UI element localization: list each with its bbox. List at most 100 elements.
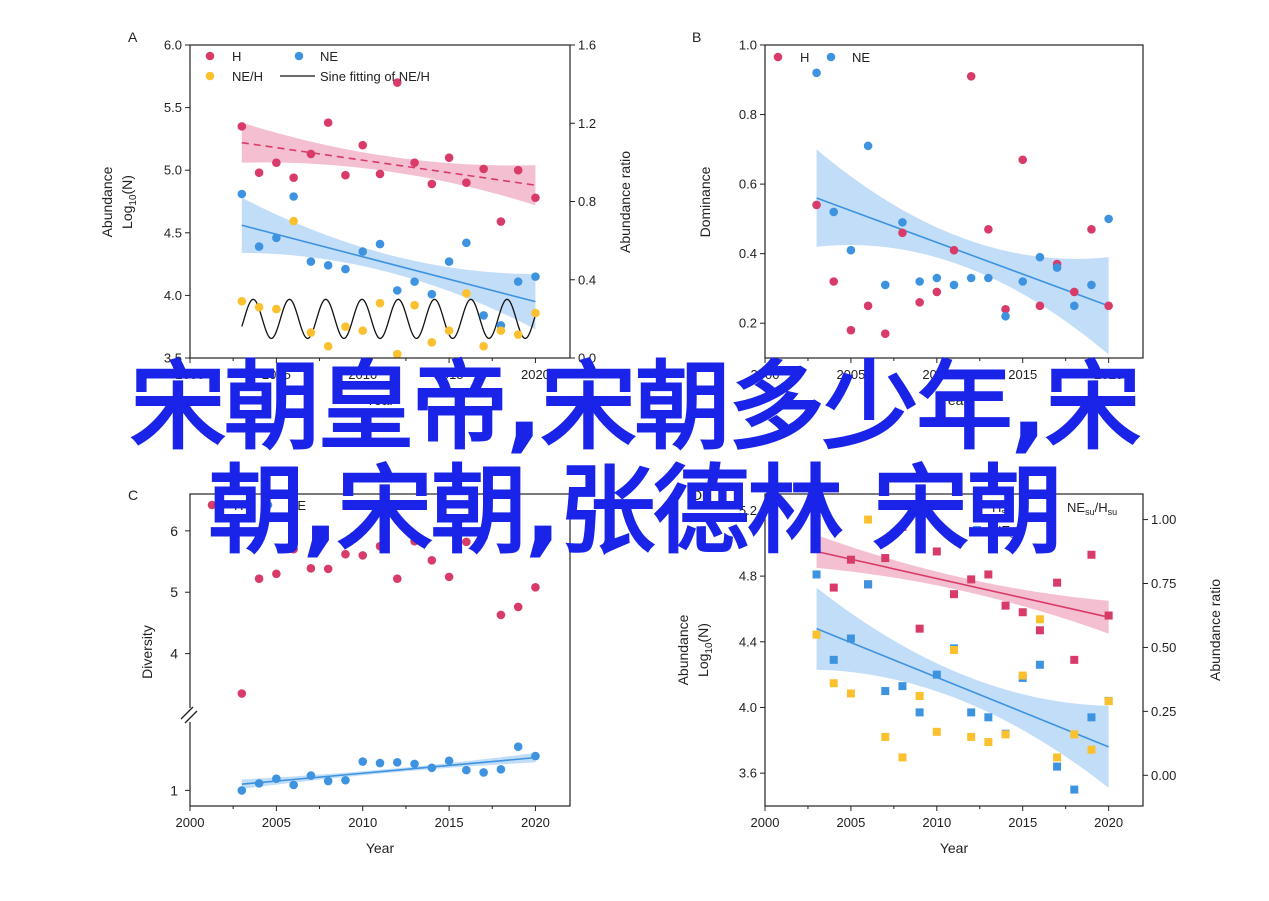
panel-b-point-h: [829, 277, 839, 286]
panel-a-point-ratio: [462, 289, 471, 298]
panel-a-point-h: [531, 193, 540, 203]
panel-a-xtick-label: 2015: [435, 367, 464, 382]
panel-a-point-ne: [272, 233, 281, 243]
panel-c-point-ne: [237, 786, 247, 795]
panel-c-point-h: [479, 532, 488, 542]
panel-d-point-hsu: [881, 554, 890, 563]
panel-d-xtick-label: 2005: [836, 815, 865, 830]
panel-a-point-ratio: [410, 300, 419, 310]
panel-a-point-ne: [375, 239, 385, 249]
panel-d-point-hsu: [846, 555, 855, 564]
panel-a-point-ratio: [341, 322, 350, 332]
panel-d-point-nesu: [932, 670, 941, 679]
panel-d-point-hsu: [829, 583, 838, 592]
panel-d-y2tick-label: 1.00: [1151, 512, 1176, 527]
panel-d-legend-nesu: NEsu: [992, 523, 1020, 540]
panel-a-point-ne: [323, 261, 333, 270]
panel-a-y2tick-label: 1.2: [578, 116, 596, 131]
panel-b-point-h: [932, 287, 942, 297]
panel-c-axis-break-mark: [180, 706, 194, 720]
panel-a-ytick-label: 6.0: [164, 38, 182, 53]
panel-b-point-ne: [812, 68, 821, 78]
panel-a-point-ne: [462, 238, 471, 248]
panel-a-label: A: [128, 29, 138, 45]
panel-c-point-h: [306, 563, 316, 573]
panel-d-point-hsu: [1070, 655, 1079, 664]
panel-a-point-h: [323, 118, 333, 127]
panel-a-ytick-label: 3.5: [164, 351, 182, 366]
panel-a-point-ne: [392, 286, 402, 295]
panel-a-y2tick-label: 0.4: [578, 272, 596, 287]
panel-d-legend-marker-nesu: [973, 526, 981, 534]
panel-a-point-ratio: [496, 326, 506, 335]
panel-b-label: B: [692, 29, 701, 45]
panel-a-legend-marker-ne: [294, 51, 304, 61]
panel-a-point-h: [462, 178, 471, 188]
panel-a-y2label: Abundance ratio: [617, 151, 633, 253]
panel-c-point-h: [341, 549, 350, 559]
panel-a-point-ratio: [306, 328, 316, 337]
panel-b-ytick-label: 0.4: [739, 246, 757, 261]
panel-d-legend-ratio: NEsu/Hsu: [1067, 500, 1117, 517]
panel-d-legend-hsu: Hsu: [992, 500, 1011, 517]
panel-d-point-nesu: [1070, 785, 1079, 794]
panel-a-legend-ratio: NE/H: [232, 69, 263, 84]
panel-b-xtick-label: 2000: [751, 367, 780, 382]
panel-c-ytick-label: 1: [170, 782, 178, 798]
panel-c-point-ne: [254, 779, 264, 788]
panel-d-xtick-label: 2000: [751, 815, 780, 830]
panel-c-point-h: [392, 574, 402, 584]
panel-a-xtick-label: 2010: [348, 367, 377, 382]
panel-d-point-hsu: [1035, 626, 1044, 635]
panel-a-point-ne: [479, 311, 488, 320]
panel-a-ytick-label: 4.0: [164, 288, 182, 303]
panel-d-label: D: [692, 487, 702, 503]
panel-b-point-ne: [898, 218, 907, 227]
panel-c-point-h: [427, 556, 437, 565]
panel-b-legend-marker-h: [773, 52, 783, 62]
panel-b-ytick-label: 1.0: [739, 38, 757, 53]
panel-b-point-ne: [949, 280, 959, 290]
panel-a-point-h: [410, 158, 419, 167]
panel-c-point-ne: [531, 751, 540, 761]
panel-b-legend-marker-ne: [826, 52, 836, 62]
panel-d-point-hsu: [1087, 550, 1096, 559]
panel-d-point-ratio: [932, 727, 941, 736]
panel-b-xtick-label: 2010: [922, 367, 951, 382]
panel-b-point-ne: [1069, 301, 1079, 311]
panel-d-y2tick-label: 0.25: [1151, 704, 1176, 719]
panel-c-ylabel: Diversity: [139, 625, 155, 679]
panel-d-point-hsu: [984, 570, 993, 579]
panel-c-point-ne: [427, 763, 437, 773]
panel-a-legend-h: H: [232, 49, 241, 64]
panel-a-sine-fit: [241, 298, 537, 340]
panel-b-point-h: [966, 72, 976, 81]
panel-c-ytick-label: 5: [170, 584, 178, 600]
panel-d-point-hsu: [1053, 578, 1062, 587]
panel-c-axis-break-mark: [184, 710, 198, 724]
panel-c-point-h: [462, 537, 471, 547]
panel-b: B 2000 2005 2010 2015 2020 Year 0.2 0.4 0.6 0.8 1.0…: [692, 29, 1144, 408]
panel-d-point-nesu: [1035, 660, 1044, 669]
panel-b-point-ne: [1018, 277, 1028, 286]
panel-a-point-ne: [410, 277, 419, 286]
panel-a-point-h: [513, 165, 523, 175]
panel-a-point-h: [427, 179, 437, 189]
panel-c-point-ne: [410, 759, 419, 769]
panel-b-point-ne: [966, 273, 976, 283]
panel-b-point-h: [1001, 305, 1010, 314]
panel-c-point-h: [254, 574, 264, 584]
panel-b-point-h: [915, 298, 924, 307]
panel-c-point-ne: [513, 742, 523, 752]
panel-d-frame: [764, 493, 1144, 807]
panel-a-point-ne: [427, 289, 437, 299]
panel-d-xtick-label: 2015: [1008, 815, 1037, 830]
panel-a-point-ne: [289, 192, 298, 201]
panel-b-point-h: [1087, 225, 1096, 234]
panel-a-point-h: [272, 158, 281, 167]
panel-d-point-nesu: [984, 713, 993, 722]
panel-c-point-ne: [375, 758, 385, 768]
panel-b-point-h: [898, 228, 907, 238]
panel-b-frame: [764, 44, 1144, 359]
panel-b-xtick-label: 2015: [1008, 367, 1037, 382]
